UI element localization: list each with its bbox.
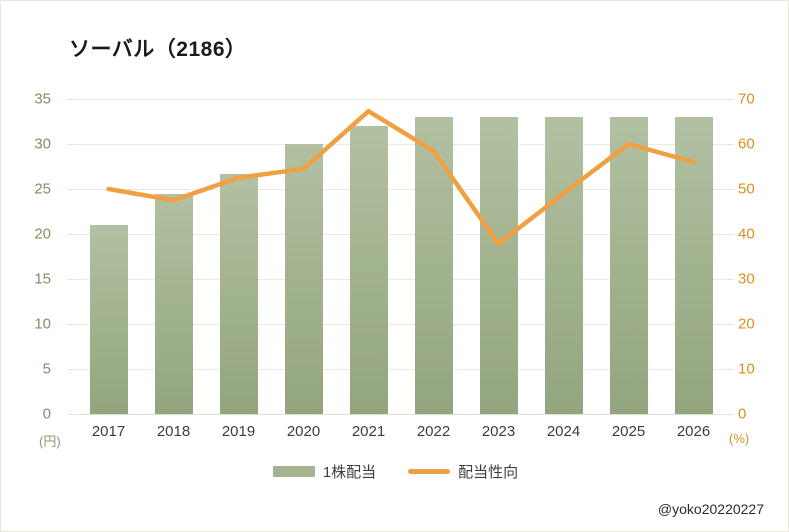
gridline xyxy=(76,144,726,145)
chart-legend: 1株配当 配当性向 xyxy=(1,461,788,482)
legend-line-swatch-icon xyxy=(408,469,451,474)
bar-2021 xyxy=(349,126,388,414)
left-axis-tick xyxy=(68,144,75,145)
x-axis-label-2024: 2024 xyxy=(546,423,581,440)
gridline xyxy=(76,234,726,235)
line-series xyxy=(106,108,696,247)
left-axis-label: 30 xyxy=(34,135,51,153)
gridline xyxy=(76,414,726,415)
x-axis-label-2022: 2022 xyxy=(416,423,451,440)
payout-ratio-line xyxy=(106,108,696,247)
bar-2017 xyxy=(89,225,128,414)
legend-label: 1株配当 xyxy=(322,464,377,481)
left-axis-label: 0 xyxy=(42,405,51,423)
right-axis-label: 50 xyxy=(738,180,755,198)
bar-2025 xyxy=(609,117,648,414)
gridline xyxy=(76,279,726,280)
left-axis-label: 10 xyxy=(34,315,51,333)
left-axis-label: 15 xyxy=(34,270,51,288)
right-axis-label: 30 xyxy=(738,270,755,288)
left-axis-tick xyxy=(68,414,75,415)
x-axis-label-2021: 2021 xyxy=(351,423,386,440)
right-axis-tick xyxy=(727,99,734,100)
x-axis-label-2019: 2019 xyxy=(221,423,256,440)
left-axis-tick xyxy=(68,189,75,190)
x-axis-label-2023: 2023 xyxy=(481,423,516,440)
right-axis-tick xyxy=(727,414,734,415)
legend-label: 配当性向 xyxy=(458,464,519,481)
right-axis-tick xyxy=(727,369,734,370)
legend-item-1[interactable]: 1株配当 xyxy=(272,461,377,482)
bar-2024 xyxy=(544,117,583,414)
x-axis-label-2025: 2025 xyxy=(611,423,646,440)
x-axis-labels: 2017 2018 2019 2020 2021 2022 2023 2024 2025 2026 xyxy=(76,423,726,447)
left-axis-tick xyxy=(68,99,75,100)
legend-item-2[interactable]: 配当性向 xyxy=(408,461,518,482)
right-axis-label: 40 xyxy=(738,225,755,243)
gridline xyxy=(76,189,726,190)
bar-series xyxy=(76,99,726,414)
bar-2020 xyxy=(284,144,323,414)
right-axis-unit: (%) xyxy=(729,431,750,446)
right-axis-label: 60 xyxy=(738,135,755,153)
left-axis-label: 5 xyxy=(42,360,51,378)
page-title: ソーバル（2186） xyxy=(69,38,247,61)
left-axis-tick xyxy=(68,369,75,370)
right-axis-tick xyxy=(727,324,734,325)
right-axis-label: 0 xyxy=(738,405,747,423)
gridline xyxy=(76,99,726,100)
right-axis-tick xyxy=(727,189,734,190)
left-axis-tick xyxy=(68,324,75,325)
left-axis-unit: (円) xyxy=(39,434,61,449)
bar-2023 xyxy=(479,117,518,414)
bar-2018 xyxy=(154,193,193,414)
left-axis-label: 25 xyxy=(34,180,51,198)
plot-area xyxy=(68,99,734,415)
bar-2019 xyxy=(219,173,258,414)
gridline xyxy=(76,324,726,325)
x-axis-label-2018: 2018 xyxy=(156,423,191,440)
watermark: @yoko20220227 xyxy=(657,501,764,517)
bar-2026 xyxy=(674,117,713,414)
right-axis-label: 20 xyxy=(738,315,755,333)
left-axis-label: 20 xyxy=(34,225,51,243)
right-axis-label: 70 xyxy=(738,90,755,108)
legend-bar-swatch-icon xyxy=(272,466,315,477)
x-axis-label-2026: 2026 xyxy=(676,423,711,440)
gridline xyxy=(76,369,726,370)
right-axis-label: 10 xyxy=(738,360,755,378)
right-axis-tick xyxy=(727,279,734,280)
right-axis-tick xyxy=(727,144,734,145)
left-axis-label: 35 xyxy=(34,90,51,108)
left-axis-tick xyxy=(68,234,75,235)
right-axis-tick xyxy=(727,234,734,235)
left-axis-tick xyxy=(68,279,75,280)
x-axis-label-2020: 2020 xyxy=(286,423,321,440)
x-axis-label-2017: 2017 xyxy=(91,423,126,440)
